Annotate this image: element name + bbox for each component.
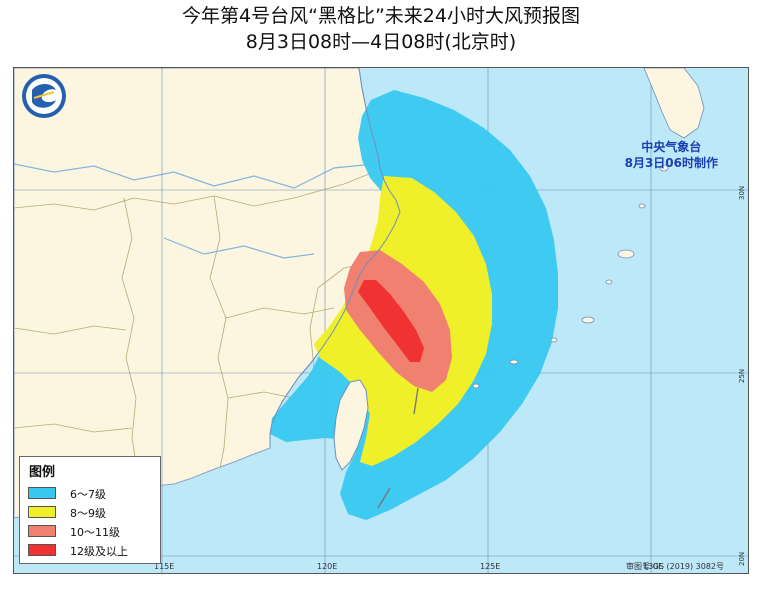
lat-label-30: 30N [738, 185, 746, 200]
legend-label: 8～9级 [70, 507, 106, 520]
legend-swatch [28, 487, 56, 499]
northeast-land [643, 68, 705, 139]
province-boundaries [14, 171, 375, 489]
cma-logo-icon [22, 74, 66, 118]
legend-label: 6～7级 [70, 488, 106, 501]
legend-item-10-11: 10～11级 [28, 525, 156, 539]
legend-item-8-9: 8～9级 [28, 506, 156, 520]
ryukyu-islands [472, 164, 669, 389]
rivers [14, 163, 375, 259]
issuer-name: 中央气象台 [641, 140, 702, 154]
lon-label-130: 130E [643, 562, 664, 571]
legend-swatch [28, 525, 56, 537]
legend-label: 10～11级 [70, 526, 120, 539]
issuer-stamp: 中央气象台 8月3日06时制作 [625, 139, 718, 171]
legend: 图例 6～7级 8～9级 10～11级 12级及以上 [19, 456, 161, 564]
lon-label-120: 120E [317, 562, 338, 571]
legend-swatch [28, 506, 56, 518]
issue-time: 8月3日06时制作 [624, 156, 718, 170]
coastline [269, 68, 401, 448]
legend-title: 图例 [29, 465, 56, 480]
typhoon-track [377, 387, 419, 509]
review-number: 审图号:GS (2019) 3082号 [626, 562, 725, 571]
taiwan-island [333, 379, 369, 471]
lat-label-20: 20N [738, 551, 746, 566]
legend-item-12-plus: 12级及以上 [28, 544, 156, 558]
page-title: 今年第4号台风“黑格比”未来24小时大风预报图 [182, 5, 580, 27]
lon-label-125: 125E [480, 562, 501, 571]
wind-zone-12-plus [358, 280, 424, 362]
lon-label-115: 115E [154, 562, 175, 571]
legend-swatch [28, 544, 56, 556]
page-subtitle: 8月3日08时—4日08时(北京时) [245, 31, 517, 53]
lat-label-25: 25N [738, 368, 746, 383]
legend-label: 12级及以上 [70, 545, 128, 558]
legend-item-6-7: 6～7级 [28, 487, 156, 501]
